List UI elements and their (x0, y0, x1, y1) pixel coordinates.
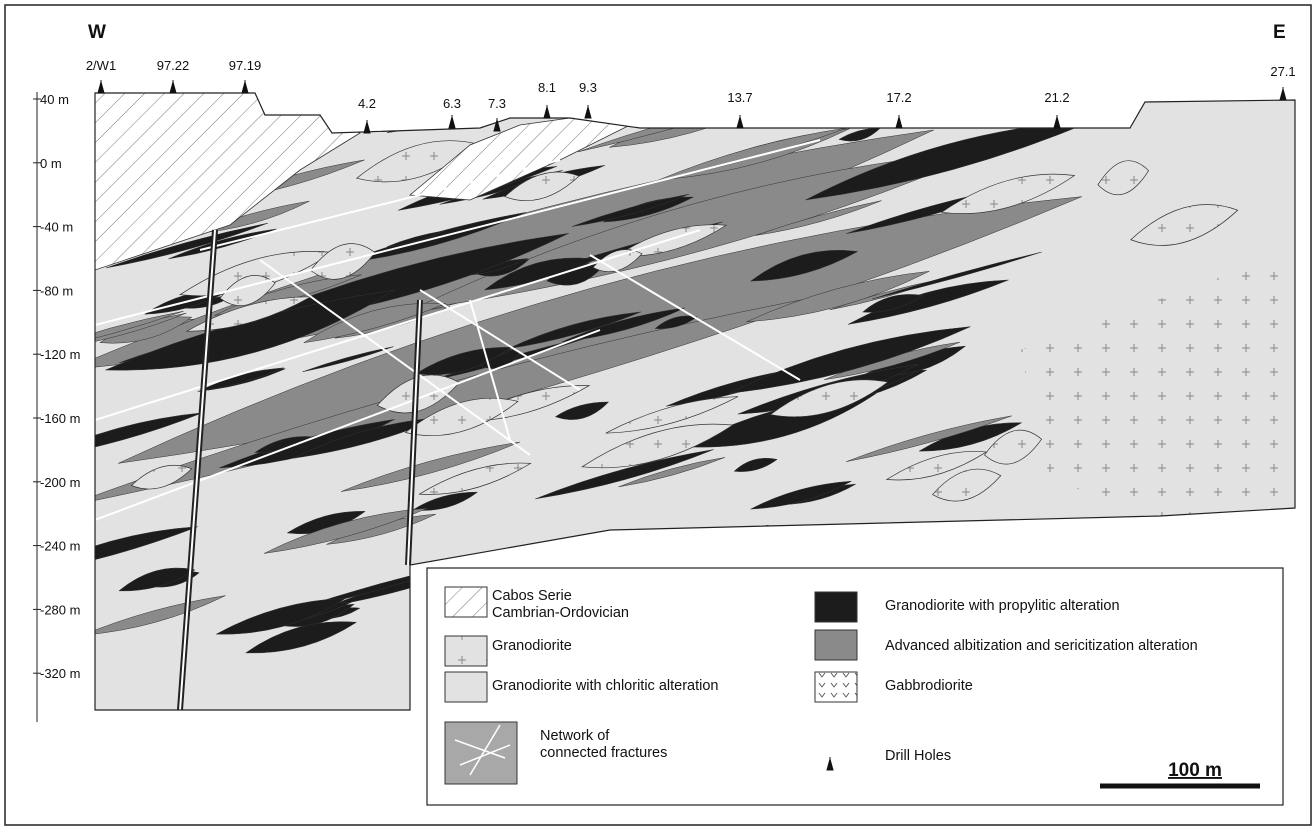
depth-label: -80 m (40, 283, 73, 298)
cross-section-figure: Cabos SerieCambrian-Ordovician Granodiori… (0, 0, 1316, 830)
depth-label: 40 m (40, 92, 69, 107)
drill-hole-label: 7.3 (488, 96, 506, 111)
drill-hole-label: 4.2 (358, 96, 376, 111)
legend-swatch (815, 592, 857, 622)
drill-hole-label: 6.3 (443, 96, 461, 111)
drill-hole-label: 21.2 (1044, 90, 1069, 105)
legend-swatch (815, 630, 857, 660)
legend-label: Gabbrodiorite (885, 678, 973, 694)
west-label: W (88, 22, 106, 43)
east-label: E (1273, 22, 1286, 43)
depth-label: -240 m (40, 539, 80, 554)
drill-hole-label: 13.7 (727, 90, 752, 105)
legend-swatch (445, 587, 487, 617)
drill-hole-label: 8.1 (538, 80, 556, 95)
legend-label: Granodiorite (492, 638, 572, 654)
drill-hole-label: 97.22 (157, 58, 190, 73)
depth-label: -40 m (40, 220, 73, 235)
legend-label: Network of (540, 728, 610, 744)
depth-label: -320 m (40, 666, 80, 681)
drill-hole-label: 17.2 (886, 90, 911, 105)
scale-bar-label: 100 m (1168, 760, 1222, 781)
legend-label: connected fractures (540, 745, 667, 761)
legend-swatch (445, 636, 487, 666)
depth-label: -160 m (40, 411, 80, 426)
legend-label: Advanced albitization and sericitization… (885, 638, 1198, 654)
drill-hole-label: 27.1 (1270, 64, 1295, 79)
drill-hole-label: 9.3 (579, 80, 597, 95)
depth-label: -120 m (40, 347, 80, 362)
legend-label: Drill Holes (885, 748, 951, 764)
legend-swatch (445, 722, 517, 784)
legend-label: Granodiorite with propylitic alteration (885, 598, 1120, 614)
legend-label: Granodiorite with chloritic alteration (492, 678, 718, 694)
legend-label: Cambrian-Ordovician (492, 605, 629, 621)
depth-label: 0 m (40, 156, 62, 171)
depth-label: -200 m (40, 475, 80, 490)
legend-swatch (445, 672, 487, 702)
legend-swatch (815, 672, 857, 702)
drill-hole-label: 2/W1 (86, 58, 116, 73)
depth-label: -280 m (40, 602, 80, 617)
legend-label: Cabos Serie (492, 588, 572, 604)
drill-hole-label: 97.19 (229, 58, 262, 73)
